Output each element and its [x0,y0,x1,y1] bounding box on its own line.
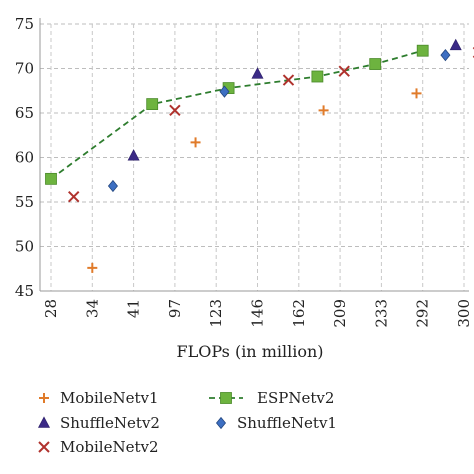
x-tick-label: 34 [83,299,101,318]
series-lines [50,49,423,180]
espnetv2-point [45,172,57,185]
legend-mobilenetv2-marker [38,441,50,453]
shufflenetv2-point [449,38,462,51]
espnetv2-point [416,44,429,57]
mobilenetv2-point [169,104,181,117]
y-tick-label: 50 [15,238,34,256]
x-tick-label: 300 [455,299,473,328]
mobilenetv1-point [411,88,422,99]
mobilenetv1-point [87,262,98,273]
y-tick-label: 55 [15,193,34,211]
y-tick-label: 45 [15,282,34,300]
espnetv2-point [311,70,324,83]
x-tick-label: 233 [372,299,390,328]
legend-espnetv2-marker [220,392,232,404]
x-axis-ticks: 28 34 41 97 123 146 162 209 233 292 300 [42,299,473,328]
legend-espnetv2-label: ESPNetv2 [257,389,334,407]
x-tick-label: 41 [125,299,143,318]
shufflenetv1-point [440,49,451,62]
legend-mobilenetv2-label: MobileNetv2 [60,438,159,456]
y-axis-ticks: 45 50 55 60 65 70 75 [15,15,34,300]
mobilenetv2-point [338,65,350,77]
legend-shufflenetv1-label: ShuffleNetv1 [237,414,337,432]
legend: MobileNetv1 ESPNetv2 ShuffleNetv2 ShuffleNe… [38,389,337,456]
shufflenetv2-point [127,149,140,161]
x-tick-label: 28 [42,299,60,318]
x-tick-label: 97 [166,299,184,318]
espnetv2-line [50,49,423,180]
x-tick-label: 292 [414,299,432,328]
mobilenetv2-point [68,190,80,203]
legend-shufflenetv1-marker [215,416,227,430]
mobilenetv2-point [282,74,295,86]
y-tick-label: 70 [15,60,34,78]
legend-shufflenetv2-marker [38,416,50,428]
shufflenetv1-point [219,85,230,98]
espnetv2-point [369,58,382,70]
series-marks [45,38,474,273]
grid [40,23,469,292]
x-tick-label: 209 [331,299,349,328]
x-axis-title: FLOPs (in million) [176,342,323,361]
shufflenetv2-point [251,67,264,79]
legend-mobilenetv1-marker [39,393,49,403]
mobilenetv1-point [190,137,201,148]
y-tick-label: 75 [15,15,34,33]
y-tick-label: 65 [15,104,34,122]
legend-shufflenetv2-label: ShuffleNetv2 [60,414,160,432]
x-tick-label: 146 [249,299,267,328]
espnetv2-point [146,98,159,110]
legend-mobilenetv1-label: MobileNetv1 [60,389,159,407]
x-tick-label: 123 [207,299,225,328]
axes [39,18,469,292]
y-tick-label: 60 [15,149,34,167]
mobilenetv1-point [318,105,329,116]
shufflenetv1-point [107,179,118,193]
x-tick-label: 162 [290,299,308,328]
